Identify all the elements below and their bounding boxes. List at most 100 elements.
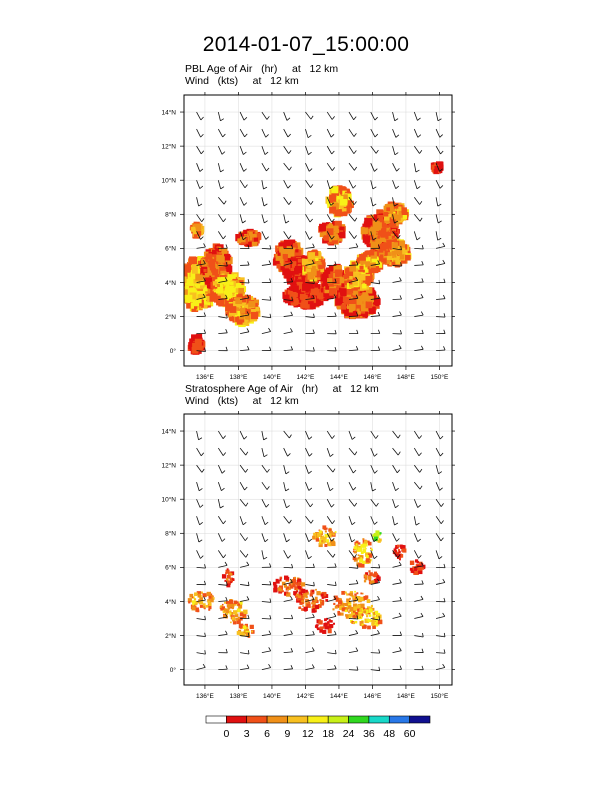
pbl-age-cell [312,249,318,255]
pbl-age-cell [334,269,343,277]
strat-age-cell [363,624,367,629]
pbl-age-cell [227,274,233,280]
pbl-age-cell [319,225,325,232]
strat-wind-barb-flag [268,663,271,668]
strat-age-cell [288,583,292,587]
strat-age-cell [364,575,368,578]
pbl-wind-barb [305,231,310,240]
strat-age-cell [236,601,239,604]
pbl-age-cell [229,315,235,322]
pbl-age-cell [184,282,187,287]
pbl-age-cell [314,287,319,292]
strat-age-cell [334,605,338,609]
pbl-age-cell [371,258,379,266]
strat-age-patch [187,591,215,613]
pbl-age-cell [356,308,361,313]
pbl-age-cell [339,198,348,206]
pbl-wind-barb [392,162,397,172]
strat-age-cell [332,608,335,611]
pbl-age-cell [208,276,216,285]
pbl-age-cell [225,286,230,291]
pbl-age-cell [362,235,371,243]
strat-age-patch [236,623,255,638]
pbl-wind-barb [392,231,399,239]
pbl-age-cell [398,213,402,217]
pbl-age-cell [225,256,233,265]
pbl-age-cell [250,307,256,313]
pbl-age-cell [224,292,233,300]
pbl-wind-barb-flag [417,117,421,121]
pbl-wind-barb [283,231,289,240]
pbl-age-cell [294,250,302,257]
pbl-age-cell [352,307,360,315]
strat-age-cell [354,545,360,550]
strat-age-cell [196,591,202,596]
pbl-age-cell [207,289,215,297]
pbl-age-cell [383,231,391,239]
pbl-age-cell [203,287,208,292]
strat-age-cell [226,577,229,581]
strat-age-cell [318,539,323,544]
strat-age-cell [292,584,296,588]
pbl-age-cell [225,297,233,305]
pbl-wind-barb [218,316,228,319]
pbl-wind-barb-flag [288,201,292,205]
pbl-wind-barb-flag [421,260,424,265]
pbl-age-cell [337,211,343,217]
strat-age-cell [368,608,373,613]
strat-age-cell [243,616,246,619]
pbl-wind-barb [413,197,420,205]
pbl-wind-barb-flag [355,294,359,299]
pbl-age-cell [199,293,207,301]
pbl-age-cell [275,253,283,261]
pbl-wind-barb [261,316,271,319]
strat-age-cell [235,617,239,621]
strat-age-cell [332,533,335,536]
strat-age-cell [208,606,212,610]
pbl-age-cell [195,223,201,229]
strat-age-cell [365,554,369,558]
pbl-wind-barb [283,262,293,266]
strat-age-cell [396,556,400,559]
strat-age-cell [396,544,400,548]
pbl-wind-barb-flag [225,262,228,267]
pbl-age-cell [253,299,260,306]
pbl-age-cell [221,263,225,267]
strat-wind-barb-flag [244,486,248,491]
strat-age-cell [360,563,365,568]
strat-wind-barb [240,564,249,568]
pbl-age-cell [209,287,213,291]
pbl-wind-barb [305,128,309,138]
pbl-wind-barb-flag [334,346,337,352]
strat-wind-barb-flag [199,521,203,526]
pbl-age-cell [332,238,338,244]
pbl-age-cell [315,257,319,262]
pbl-age-cell [370,235,377,241]
pbl-age-cell [190,272,198,279]
pbl-wind-barb-flag [439,185,444,189]
pbl-wind-barb [239,128,245,138]
strat-wind-barb-flag [203,596,206,601]
strat-age-cell [372,574,376,577]
strat-age-cell [363,580,367,583]
strat-age-cell [286,586,290,589]
pbl-wind-barb [436,263,445,266]
strat-age-cell [230,581,232,584]
strat-age-cell [324,543,328,547]
pbl-age-cell [223,261,228,266]
pbl-age-cell [302,283,310,291]
strat-age-cell [357,542,361,545]
pbl-wind-barb-flag [247,345,250,350]
pbl-wind-barb [217,163,221,173]
pbl-wind-barb [370,282,380,285]
pbl-age-cell [349,284,354,289]
pbl-wind-barb [305,246,315,249]
strat-age-cell [208,603,212,607]
pbl-wind-barb [435,197,439,207]
pbl-age-cell [377,256,384,263]
pbl-wind-barb [283,197,290,205]
pbl-wind-barb [239,231,244,240]
strat-age-cell [226,568,229,571]
strat-wind-barb [239,430,245,440]
strat-age-cell [357,556,361,560]
